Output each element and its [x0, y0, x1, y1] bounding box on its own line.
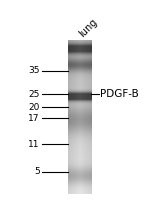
Text: 35: 35 [28, 66, 40, 75]
Text: 20: 20 [28, 103, 40, 112]
Text: PDGF-B: PDGF-B [100, 89, 139, 99]
Text: 5: 5 [34, 167, 40, 176]
Text: 17: 17 [28, 114, 40, 123]
Text: 25: 25 [28, 90, 40, 99]
Text: lung: lung [77, 17, 99, 39]
Text: 11: 11 [28, 140, 40, 149]
